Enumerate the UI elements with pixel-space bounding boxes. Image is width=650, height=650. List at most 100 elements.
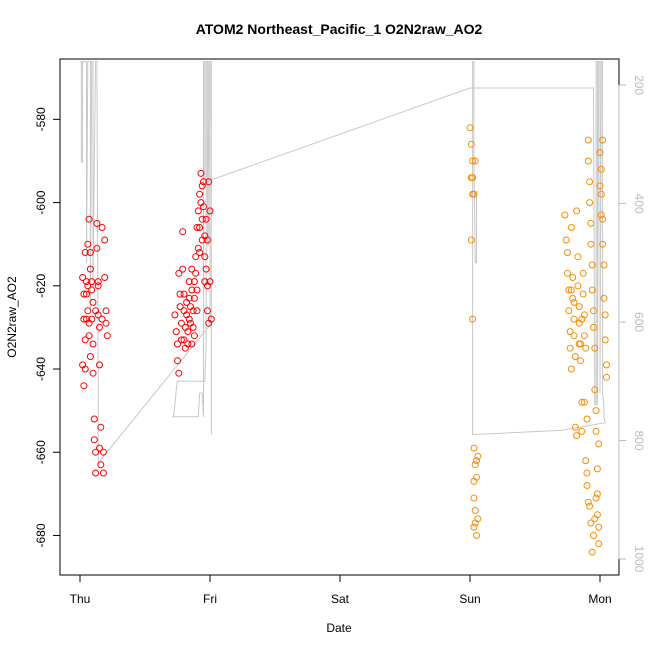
data-point <box>101 274 109 281</box>
data-point <box>583 469 591 477</box>
data-point <box>198 215 206 223</box>
x-tick-label: Mon <box>588 592 611 606</box>
data-point <box>601 336 609 344</box>
data-point <box>583 415 591 423</box>
data-point <box>190 294 198 302</box>
data-point <box>80 382 88 390</box>
data-point <box>103 332 111 340</box>
data-point <box>172 328 180 336</box>
data-point <box>578 427 586 435</box>
data-point <box>81 365 89 373</box>
data-point <box>189 323 197 331</box>
data-point <box>597 211 605 219</box>
data-point <box>193 307 201 315</box>
data-points-layer <box>79 124 610 556</box>
x-tick-label: Sat <box>331 592 350 606</box>
data-point <box>587 240 595 248</box>
data-point <box>571 423 579 431</box>
data-point <box>582 457 590 465</box>
data-point <box>470 523 478 531</box>
data-point <box>200 178 207 186</box>
data-point <box>193 286 201 294</box>
data-point <box>84 240 92 248</box>
plot-frame <box>59 58 620 576</box>
data-point <box>592 494 600 502</box>
data-point <box>597 190 605 198</box>
y-tick-label: -580 <box>34 107 48 131</box>
data-point <box>466 124 474 132</box>
data-point <box>85 332 93 340</box>
data-point <box>469 190 477 198</box>
data-point <box>89 369 97 377</box>
data-point <box>567 224 575 231</box>
data-point <box>565 286 573 294</box>
data-point <box>467 174 475 182</box>
data-point <box>96 323 103 331</box>
data-point <box>206 278 214 286</box>
y2-tick-label: 1000 <box>632 546 646 573</box>
data-point <box>98 315 106 323</box>
data-point <box>197 169 205 177</box>
data-point <box>599 215 607 223</box>
data-point <box>80 290 88 298</box>
data-point <box>564 269 571 277</box>
data-point <box>586 178 594 186</box>
y2-tick-label: 800 <box>632 431 646 451</box>
data-point <box>93 244 101 252</box>
data-point <box>192 253 200 261</box>
data-point <box>194 244 202 252</box>
data-point <box>590 307 597 315</box>
plot-area <box>59 58 620 576</box>
data-point <box>578 315 586 323</box>
data-point <box>561 211 569 219</box>
data-point <box>474 452 482 460</box>
data-point <box>584 498 592 506</box>
data-point <box>595 523 603 531</box>
data-point <box>593 490 601 498</box>
data-point <box>96 361 103 369</box>
data-point <box>575 340 583 348</box>
data-point <box>185 278 193 286</box>
data-point <box>578 398 586 406</box>
data-point <box>565 307 573 315</box>
data-point <box>177 319 185 327</box>
data-point <box>188 286 196 294</box>
data-point <box>188 340 196 348</box>
data-point <box>176 290 184 298</box>
data-point <box>588 548 596 556</box>
data-point <box>574 282 582 290</box>
data-point <box>92 469 100 477</box>
data-point <box>580 398 588 406</box>
data-point <box>566 344 574 352</box>
data-point <box>175 369 183 377</box>
data-point <box>569 294 577 302</box>
data-point <box>584 136 592 144</box>
data-point <box>571 353 579 360</box>
data-point <box>83 278 90 286</box>
y-axis-right: 200 400 600 800 1000 <box>618 75 646 573</box>
data-point <box>99 469 107 477</box>
data-point <box>579 269 587 277</box>
data-point <box>586 199 594 207</box>
data-point <box>603 361 610 369</box>
data-point <box>171 311 179 319</box>
data-point <box>470 477 478 485</box>
data-point <box>179 265 187 273</box>
data-point <box>198 182 206 190</box>
data-point <box>201 253 209 261</box>
data-point <box>79 274 87 281</box>
data-point <box>89 298 97 306</box>
data-point <box>202 265 210 273</box>
data-point <box>570 332 578 340</box>
data-point <box>473 457 480 465</box>
data-point <box>584 157 592 165</box>
y-tick-label: -600 <box>34 190 48 214</box>
data-point <box>473 532 480 539</box>
depth-trace-layer <box>80 60 606 465</box>
data-point <box>601 311 609 319</box>
data-point <box>562 236 570 244</box>
data-point <box>591 344 599 352</box>
data-point <box>595 440 603 448</box>
data-point <box>189 307 197 315</box>
